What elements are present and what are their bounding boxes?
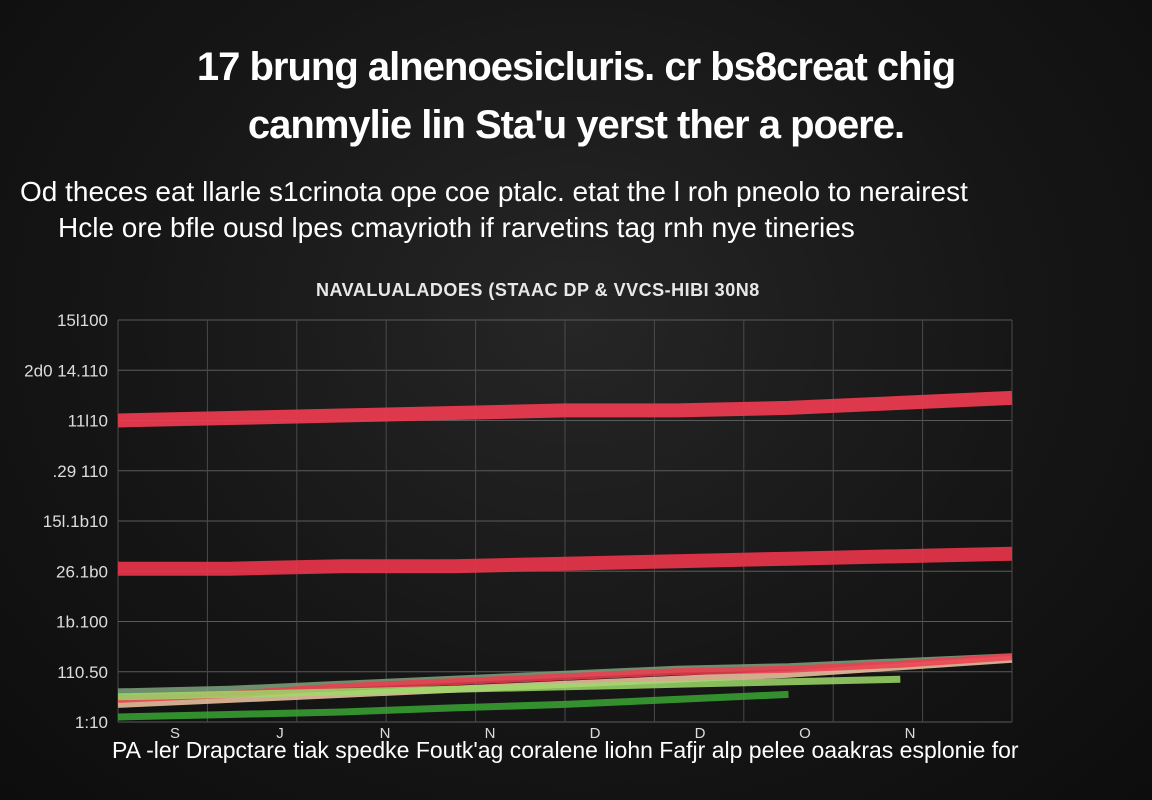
- x-tick-label: D: [695, 725, 706, 742]
- y-tick-label: 15l.1b10: [43, 512, 108, 531]
- y-tick-label: 26.1b0: [56, 562, 108, 581]
- x-tick-label: N: [905, 725, 916, 742]
- x-tick-label: O: [799, 725, 811, 742]
- series-line: [117, 690, 789, 721]
- series-line: [117, 675, 901, 701]
- subtitle-line-1: Od theces eat llarle s1crinota ope coe p…: [20, 176, 968, 207]
- x-tick-label: J: [276, 725, 284, 742]
- chart-series: [117, 390, 1013, 721]
- y-tick-label: 1b.100: [56, 613, 108, 632]
- y-tick-label: 1:10: [75, 713, 108, 732]
- chart-caption: PA -ler Drapctare tiak spedke Foutk'ag c…: [112, 737, 1019, 763]
- page-subtitle: Od theces eat llarle s1crinota ope coe p…: [20, 174, 1130, 246]
- x-tick-label: D: [590, 725, 601, 742]
- y-tick-label: 15l100: [57, 311, 108, 330]
- page-title: 17 brung alnenoesicluris. cr bs8creat ch…: [0, 38, 1152, 154]
- series-line: [117, 390, 1013, 428]
- y-tick-label: 110.50: [57, 663, 108, 682]
- series-line: [118, 546, 1013, 576]
- y-tick-label: 11l10: [68, 412, 108, 431]
- chart-title: NAVALUALADOES (STAAC DP & VVCS-HIBI 30N8: [316, 280, 760, 300]
- title-line-1: 17 brung alnenoesicluris. cr bs8creat ch…: [196, 45, 956, 89]
- x-tick-label: N: [485, 725, 496, 742]
- x-tick-label: S: [170, 725, 180, 742]
- subtitle-line-2: Hcle ore bfle ousd lpes cmayrioth if rar…: [58, 212, 855, 243]
- y-tick-label: 2d0 14.110: [24, 361, 108, 380]
- y-tick-label: .29 110: [53, 462, 108, 481]
- y-axis-ticks: 15l100 2d0 14.110 11l10 .29 110 15l.1b10 26.1…: [24, 311, 108, 732]
- title-line-2: canmylie lin Sta'u yerst ther a poere.: [247, 103, 905, 147]
- x-tick-label: N: [380, 725, 391, 742]
- chart-grid: [117, 319, 1013, 723]
